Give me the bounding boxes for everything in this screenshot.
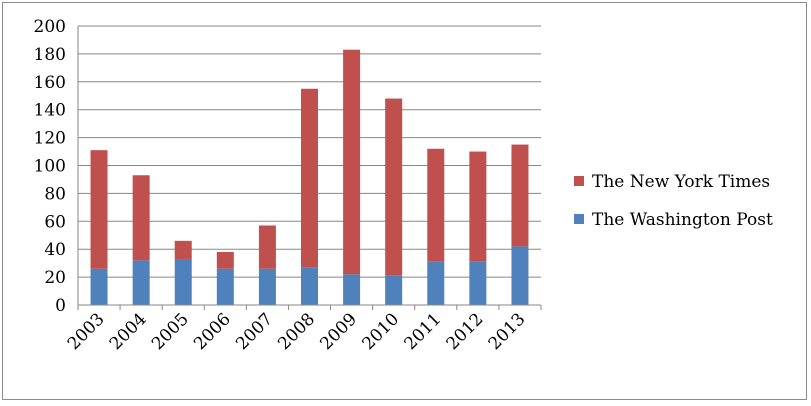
bar-new-york-times-2006: [216, 251, 234, 269]
x-tick-label: 2011: [401, 309, 446, 354]
bar-new-york-times-2012: [469, 151, 487, 262]
y-tick-label: 140: [34, 101, 66, 121]
bar-washington-post-2003: [90, 268, 108, 305]
y-tick-label: 80: [44, 184, 66, 204]
bar-new-york-times-2008: [301, 88, 318, 268]
bar-new-york-times-2009: [343, 49, 361, 275]
bar-washington-post-2009: [343, 274, 361, 305]
x-tick-labels: 2003200420052006200720082009201020112012…: [64, 309, 530, 354]
bar-new-york-times-2007: [258, 225, 276, 269]
bar-washington-post-2007: [258, 268, 276, 305]
legend: The New York Times The Washington Post: [574, 172, 773, 230]
bar-washington-post-2010: [385, 275, 403, 305]
y-tick-label: 0: [55, 296, 66, 316]
legend-swatch-new-york-times: [574, 176, 584, 186]
x-tick-label: 2010: [358, 309, 403, 354]
x-tick-label: 2004: [106, 309, 151, 354]
bar-new-york-times-2011: [427, 148, 445, 262]
x-tick-label: 2012: [443, 309, 488, 354]
bar-new-york-times-2003: [90, 150, 108, 269]
x-tick-label: 2009: [316, 309, 361, 354]
bar-washington-post-2004: [132, 260, 150, 305]
bar-new-york-times-2004: [132, 175, 150, 261]
bar-washington-post-2008: [301, 267, 318, 305]
y-tick-labels: 0 20 40 60 80 100 120 140 160 180 200: [34, 17, 66, 316]
x-tick-label: 2007: [232, 309, 277, 354]
bar-new-york-times-2013: [511, 144, 529, 247]
x-tick-label: 2003: [64, 309, 109, 354]
x-tick-label: 2005: [148, 309, 193, 354]
x-tick-label: 2008: [274, 309, 319, 354]
bars: [90, 49, 529, 305]
y-tick-label: 160: [34, 73, 66, 93]
bar-washington-post-2012: [469, 261, 487, 305]
x-tick-label: 2013: [485, 309, 530, 354]
bar-washington-post-2006: [216, 268, 234, 305]
y-tick-label: 200: [34, 17, 66, 37]
gridlines: [78, 25, 541, 278]
y-tick-label: 120: [34, 129, 66, 149]
y-tick-label: 40: [44, 240, 66, 260]
bar-new-york-times-2005: [174, 240, 192, 259]
y-tick-label: 60: [44, 212, 66, 232]
legend-label-washington-post: The Washington Post: [592, 210, 773, 230]
bar-washington-post-2011: [427, 261, 445, 305]
bar-washington-post-2005: [174, 258, 192, 305]
y-tick-label: 180: [34, 45, 66, 65]
x-tick-label: 2006: [190, 309, 235, 354]
legend-label-new-york-times: The New York Times: [592, 172, 770, 192]
bar-washington-post-2013: [511, 246, 529, 305]
legend-swatch-washington-post: [574, 214, 584, 224]
y-tick-label: 20: [44, 268, 66, 288]
axes: [77, 26, 542, 310]
bar-new-york-times-2010: [385, 98, 403, 276]
y-tick-label: 100: [34, 157, 66, 177]
